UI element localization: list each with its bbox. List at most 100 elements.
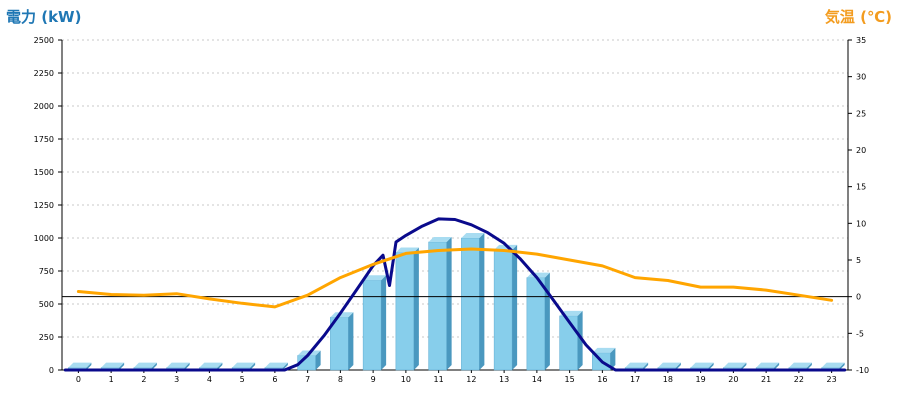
bar-front [526,277,546,371]
bar-side [774,362,780,370]
bar [461,233,485,371]
bar-top [199,362,223,368]
bar [428,236,452,371]
x-tick-label: 21 [761,375,771,384]
x-tick-label: 3 [174,375,179,384]
bar-front [395,252,415,371]
bar-top [821,362,845,368]
right-tick-label: 0 [856,293,861,302]
bar-side [675,362,681,370]
temperature-line [76,247,834,309]
bar-side [315,350,321,370]
bar-top [330,312,354,318]
bar-side [119,362,125,370]
bar [362,275,387,371]
x-tick-label: 15 [565,375,575,384]
x-tick-label: 10 [401,375,411,384]
bar [559,310,583,371]
x-tick-label: 20 [728,375,738,384]
bar-front [461,237,480,371]
right-tick-label: 20 [856,146,866,155]
right-tick-label: 10 [856,219,866,228]
bar-front [493,249,513,371]
x-tick-label: 11 [434,375,444,384]
bar-side [577,310,583,370]
bar-top [657,362,681,368]
left-tick-label: 2000 [34,102,54,111]
bar-side [86,362,92,370]
bar-top [461,233,485,238]
bar-side [741,362,747,370]
x-tick-label: 1 [109,375,114,384]
bar-side [250,362,256,370]
bar-front [362,279,382,371]
left-tick-label: 1000 [34,234,54,243]
left-axis-title: 電力 (kW) [6,8,82,26]
bar-top [788,362,812,368]
left-tick-label: 1750 [34,135,54,144]
x-tick-label: 2 [141,375,146,384]
x-tick-label: 14 [532,375,542,384]
bar [330,312,354,371]
bar-top [625,362,649,368]
right-tick-label: -5 [856,329,864,338]
right-tick-label: 5 [856,256,861,265]
bar-top [101,362,125,368]
bar-front [428,241,447,371]
bar-side [348,312,354,370]
power-line [63,217,847,372]
bar-side [413,247,419,370]
bar-top [232,362,256,368]
right-tick-label: 15 [856,183,866,192]
bar-side [512,244,518,370]
bar-top [264,362,288,368]
left-tick-label: 0 [49,366,54,375]
x-tick-label: 5 [240,375,245,384]
bar-front [559,315,578,371]
bar-top [363,275,387,281]
left-tick-label: 750 [39,267,54,276]
bar-side [151,362,157,370]
right-tick-label: 25 [856,109,866,118]
bar-side [806,362,812,370]
bar-side [643,362,649,370]
bar-top [68,362,92,368]
bar-side [282,362,288,370]
x-tick-label: 16 [597,375,607,384]
x-tick-label: 0 [76,375,81,384]
right-tick-label: -10 [856,366,869,375]
x-tick-label: 4 [207,375,212,384]
bar [395,247,419,371]
bar-top [723,362,747,368]
right-tick-label: 30 [856,73,866,82]
x-tick-label: 7 [305,375,310,384]
bar-side [446,236,452,370]
bar-side [184,362,190,370]
left-tick-label: 500 [39,300,54,309]
bar-side [610,347,616,370]
x-tick-label: 13 [499,375,509,384]
left-tick-label: 250 [39,333,54,342]
x-tick-label: 23 [827,375,837,384]
x-tick-label: 8 [338,375,343,384]
bar [493,244,518,371]
bar-top [756,362,780,368]
left-tick-label: 2500 [34,36,54,45]
right-axis-title: 気温 (℃) [824,8,892,26]
x-tick-label: 12 [466,375,476,384]
bar-side [839,362,845,370]
bar-side [217,362,223,370]
bar-top [133,362,157,368]
right-tick-label: 35 [856,36,866,45]
bar-side [479,233,485,370]
bar [526,272,550,371]
bar-top [428,236,452,242]
x-tick-label: 17 [630,375,640,384]
bar-side [708,362,714,370]
bar-top [690,362,714,368]
left-tick-label: 1250 [34,201,54,210]
x-tick-label: 19 [696,375,706,384]
left-tick-label: 2250 [34,69,54,78]
